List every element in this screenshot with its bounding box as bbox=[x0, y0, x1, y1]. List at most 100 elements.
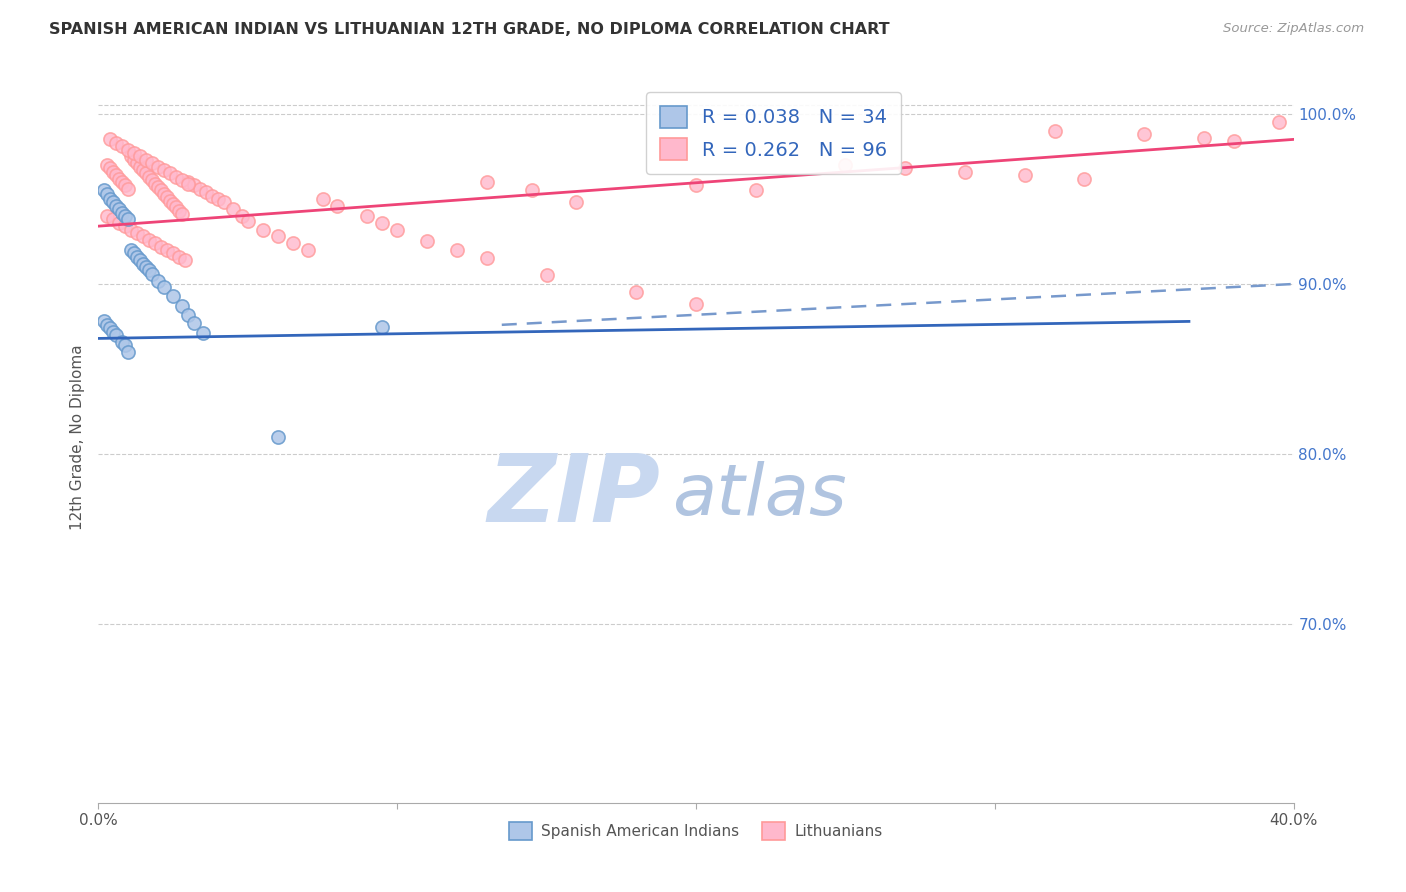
Point bbox=[114, 178, 136, 193]
Text: atlas: atlas bbox=[672, 461, 846, 530]
Point bbox=[117, 182, 139, 196]
Point bbox=[311, 192, 333, 206]
Point bbox=[148, 160, 170, 174]
Point bbox=[626, 285, 648, 300]
Point bbox=[153, 186, 176, 201]
Point bbox=[188, 182, 211, 196]
Point bbox=[167, 250, 190, 264]
Point bbox=[117, 143, 139, 157]
Point bbox=[108, 171, 131, 186]
Point bbox=[120, 222, 142, 236]
Point bbox=[297, 243, 319, 257]
Text: Source: ZipAtlas.com: Source: ZipAtlas.com bbox=[1223, 22, 1364, 36]
Point bbox=[685, 178, 707, 193]
Point bbox=[138, 169, 160, 184]
Point bbox=[212, 195, 235, 210]
Point bbox=[96, 209, 118, 223]
Point bbox=[172, 207, 194, 221]
Point bbox=[143, 236, 166, 251]
Point bbox=[108, 216, 131, 230]
Point bbox=[103, 325, 125, 339]
Point bbox=[93, 314, 115, 328]
Point bbox=[124, 146, 146, 161]
Point bbox=[117, 212, 139, 227]
Point bbox=[162, 289, 184, 303]
Text: ZIP: ZIP bbox=[488, 450, 661, 541]
Point bbox=[252, 222, 274, 236]
Point bbox=[103, 165, 125, 179]
Point bbox=[281, 236, 304, 251]
Point bbox=[177, 177, 200, 191]
Point bbox=[103, 212, 125, 227]
Point bbox=[143, 177, 166, 191]
Point bbox=[105, 199, 128, 213]
Point bbox=[141, 267, 163, 281]
Point bbox=[371, 216, 394, 230]
Point bbox=[953, 165, 976, 179]
Point bbox=[159, 166, 181, 180]
Point bbox=[96, 158, 118, 172]
Point bbox=[132, 256, 155, 270]
Point bbox=[475, 252, 498, 266]
Point bbox=[894, 161, 917, 176]
Point bbox=[138, 263, 160, 277]
Point bbox=[156, 190, 179, 204]
Point bbox=[1014, 168, 1036, 182]
Y-axis label: 12th Grade, No Diploma: 12th Grade, No Diploma bbox=[69, 344, 84, 530]
Point bbox=[105, 328, 128, 343]
Point bbox=[93, 183, 115, 197]
Point bbox=[520, 183, 543, 197]
Point bbox=[103, 195, 125, 210]
Point bbox=[98, 321, 122, 335]
Point bbox=[114, 209, 136, 223]
Point bbox=[165, 201, 187, 215]
Point bbox=[326, 199, 349, 213]
Point bbox=[416, 235, 439, 249]
Legend: Spanish American Indians, Lithuanians: Spanish American Indians, Lithuanians bbox=[503, 815, 889, 847]
Point bbox=[267, 430, 290, 444]
Point bbox=[162, 197, 184, 211]
Point bbox=[129, 253, 152, 268]
Point bbox=[172, 173, 194, 187]
Point bbox=[135, 166, 157, 180]
Point bbox=[98, 161, 122, 176]
Point bbox=[162, 246, 184, 260]
Point bbox=[105, 136, 128, 150]
Point bbox=[120, 243, 142, 257]
Point bbox=[150, 239, 173, 253]
Point bbox=[96, 318, 118, 332]
Point bbox=[167, 203, 190, 218]
Point bbox=[222, 202, 245, 216]
Point bbox=[1073, 171, 1095, 186]
Point bbox=[165, 169, 187, 184]
Point bbox=[127, 226, 149, 240]
Point bbox=[177, 175, 200, 189]
Point bbox=[177, 308, 200, 322]
Point bbox=[385, 222, 409, 236]
Point bbox=[127, 156, 149, 170]
Point bbox=[207, 192, 229, 206]
Point bbox=[834, 158, 856, 172]
Point bbox=[475, 175, 498, 189]
Point bbox=[105, 168, 128, 182]
Point bbox=[446, 243, 468, 257]
Point bbox=[108, 202, 131, 216]
Point bbox=[127, 250, 149, 264]
Point bbox=[156, 243, 179, 257]
Point bbox=[124, 246, 146, 260]
Point bbox=[98, 132, 122, 146]
Point bbox=[129, 149, 152, 163]
Point bbox=[153, 163, 176, 178]
Point bbox=[1192, 130, 1215, 145]
Point bbox=[117, 345, 139, 359]
Point bbox=[1267, 115, 1289, 129]
Point bbox=[1133, 128, 1156, 142]
Point bbox=[565, 195, 588, 210]
Point bbox=[174, 253, 197, 268]
Point bbox=[98, 192, 122, 206]
Point bbox=[267, 229, 290, 244]
Point bbox=[148, 274, 170, 288]
Point bbox=[124, 153, 146, 167]
Point bbox=[1223, 134, 1246, 148]
Text: SPANISH AMERICAN INDIAN VS LITHUANIAN 12TH GRADE, NO DIPLOMA CORRELATION CHART: SPANISH AMERICAN INDIAN VS LITHUANIAN 12… bbox=[49, 22, 890, 37]
